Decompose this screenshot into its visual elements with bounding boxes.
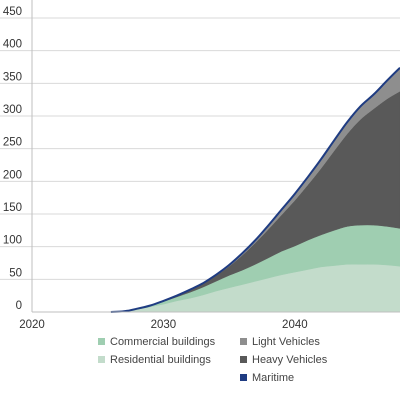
legend: Commercial buildings Residential building…	[98, 336, 328, 384]
series-area-maritime	[110, 66, 400, 313]
y-tick-label: 350	[3, 71, 22, 83]
y-tick-label: 50	[9, 267, 22, 279]
legend-label: Maritime	[252, 372, 294, 384]
y-tick-label: 400	[3, 39, 22, 51]
x-tick-label: 2040	[282, 319, 308, 331]
area-series	[110, 66, 400, 313]
y-tick-label: 150	[3, 202, 22, 214]
legend-swatch	[240, 338, 247, 345]
legend-label: Residential buildings	[110, 354, 211, 366]
y-tick-label: 250	[3, 137, 22, 149]
legend-swatch	[98, 356, 105, 363]
y-tick-labels: 0 50 100 150 200 250 300 350 400 450	[3, 6, 22, 312]
x-tick-labels: 2020 2030 2040	[19, 319, 307, 331]
legend-swatch	[240, 356, 247, 363]
gridlines	[0, 17, 400, 280]
legend-label: Light Vehicles	[252, 336, 320, 348]
legend-label: Heavy Vehicles	[252, 354, 328, 366]
x-tick-label: 2030	[151, 319, 177, 331]
y-tick-label: 450	[3, 6, 22, 18]
y-tick-label: 200	[3, 169, 22, 181]
x-tick-label: 2020	[19, 319, 45, 331]
legend-swatch	[240, 374, 247, 381]
legend-label: Commercial buildings	[110, 336, 216, 348]
y-tick-label: 100	[3, 235, 22, 247]
legend-swatch	[98, 338, 105, 345]
y-tick-label: 300	[3, 104, 22, 116]
y-tick-label: 0	[16, 300, 22, 312]
